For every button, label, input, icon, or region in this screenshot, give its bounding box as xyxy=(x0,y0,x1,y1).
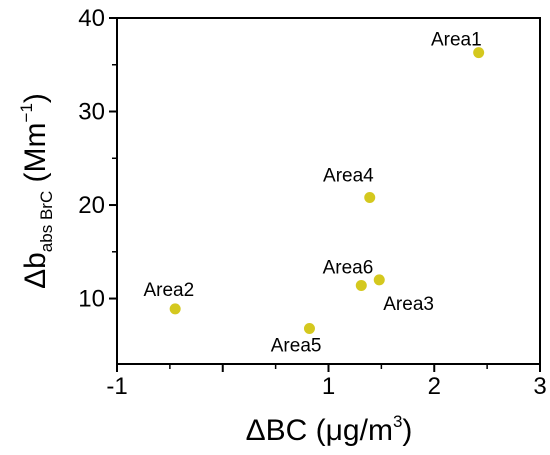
x-axis-title-sup: 3 xyxy=(393,412,402,431)
data-point-labels: Area1 Area2 Area3 Area4 Area5 Area6 xyxy=(143,30,481,357)
x-tick-label: 1 xyxy=(322,373,335,400)
y-tick-label: 40 xyxy=(78,5,105,32)
x-axis-title-main: ΔBC (μg/m xyxy=(246,414,393,447)
data-point-area3 xyxy=(373,274,385,286)
x-axis-title-end: ) xyxy=(402,414,412,447)
data-point-area1 xyxy=(473,47,485,59)
y-axis-title-end: ) xyxy=(19,93,52,103)
data-label-area5: Area5 xyxy=(271,335,322,356)
plot-frame xyxy=(116,17,541,365)
x-tick-label: -1 xyxy=(106,373,127,400)
x-tick-label: 2 xyxy=(428,373,441,400)
x-axis-title: ΔBC (μg/m3) xyxy=(246,412,413,447)
data-label-area3: Area3 xyxy=(383,294,434,315)
y-axis-title-mid: (Mm xyxy=(19,122,52,190)
y-axis-title-sup: −1 xyxy=(17,103,36,122)
data-label-area1: Area1 xyxy=(431,30,482,51)
y-axis-title: Δbabs BrC (Mm−1) xyxy=(17,93,56,289)
y-tick-label: 30 xyxy=(78,99,105,126)
data-label-area6: Area6 xyxy=(323,257,374,278)
data-points xyxy=(169,47,485,334)
x-tick-label: 3 xyxy=(533,373,546,400)
data-label-area4: Area4 xyxy=(323,166,374,187)
data-point-area2 xyxy=(169,303,181,315)
data-point-area4 xyxy=(364,192,376,204)
y-axis-title-sub: abs BrC xyxy=(37,191,56,252)
y-tick-label: 20 xyxy=(78,192,105,219)
y-axis-title-main: Δb xyxy=(19,252,52,289)
y-tick-label: 10 xyxy=(78,286,105,313)
x-axis-ticks: -1 1 2 3 xyxy=(106,364,547,400)
data-point-area6 xyxy=(355,279,367,291)
data-label-area2: Area2 xyxy=(143,280,194,301)
y-axis-ticks: 10 20 30 40 xyxy=(78,5,117,313)
data-point-area5 xyxy=(303,322,315,334)
